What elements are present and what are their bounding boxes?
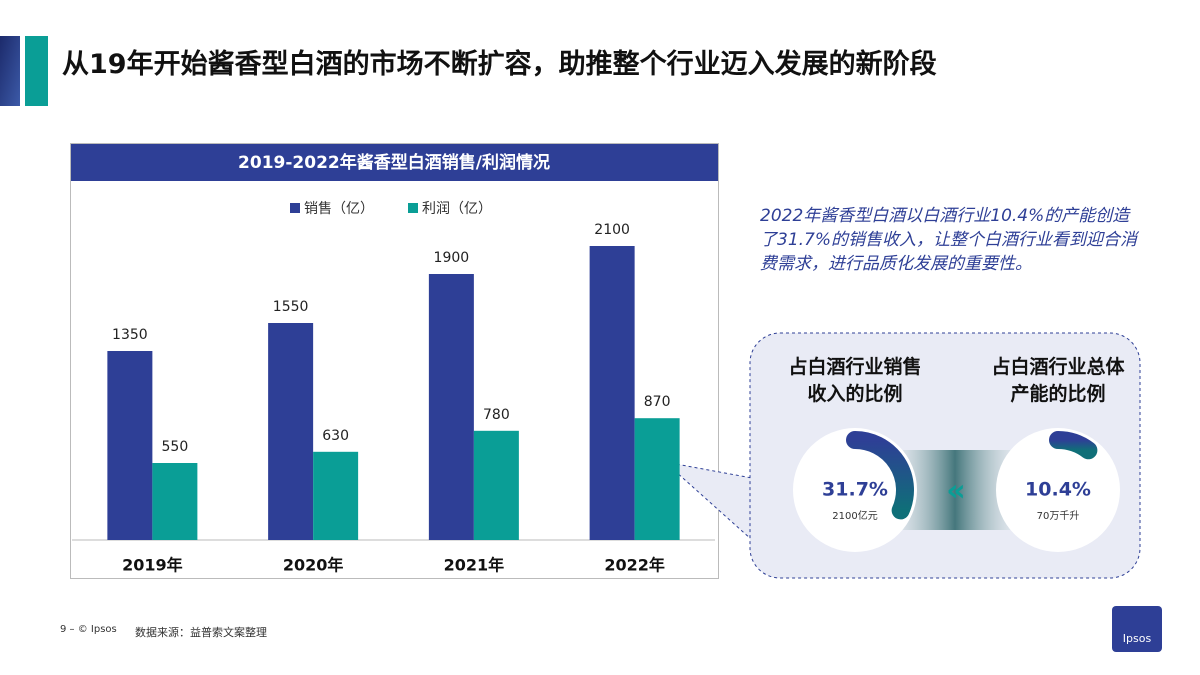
chevrons: « — [946, 474, 965, 509]
x-tick-label: 2022年 — [604, 556, 665, 575]
data-label: 2100 — [594, 222, 630, 238]
x-tick-label: 2021年 — [444, 556, 505, 575]
bar — [268, 323, 314, 540]
bar — [152, 463, 198, 540]
legend-label: 利润（亿） — [422, 201, 492, 217]
note: 2022年酱香型白酒以白酒行业10.4%的产能创造了31.7%的销售收入，让整个… — [760, 206, 1138, 274]
data-label: 1900 — [434, 250, 470, 266]
title-deco — [25, 36, 48, 106]
bar — [107, 351, 153, 540]
source: 数据来源：益普索文案整理 — [135, 626, 267, 639]
data-label: 870 — [644, 394, 671, 410]
legend-label: 销售（亿） — [304, 201, 374, 217]
title-deco — [0, 36, 20, 106]
callout-pointer — [663, 461, 753, 542]
data-label: 550 — [162, 439, 189, 455]
data-label: 780 — [483, 407, 510, 423]
page-title: 从19年开始酱香型白酒的市场不断扩容，助推整个行业迈入发展的新阶段 — [62, 49, 937, 80]
page-number: 9 – © Ipsos — [60, 624, 117, 635]
logo: Ipsos — [1122, 632, 1152, 645]
legend-swatch — [290, 203, 300, 213]
gauge-arc — [846, 431, 914, 520]
bar — [634, 418, 680, 540]
logo-box — [1112, 606, 1162, 652]
data-label: 1550 — [273, 299, 309, 315]
legend-swatch — [408, 203, 418, 213]
bar — [473, 430, 519, 540]
gauge-value: 31.7% — [822, 479, 888, 501]
bar — [428, 274, 474, 540]
bar — [313, 451, 359, 540]
x-tick-label: 2019年 — [122, 556, 183, 575]
bar — [589, 246, 635, 540]
chart-header — [71, 144, 718, 181]
gauge-label: 占白酒行业总体产能的比例 — [991, 356, 1125, 405]
chart-title: 2019-2022年酱香型白酒销售/利润情况 — [238, 152, 550, 173]
gauge-sub: 70万千升 — [1037, 510, 1080, 522]
data-label: 630 — [322, 428, 349, 444]
gauge-arc — [1049, 431, 1098, 460]
gauge-value: 10.4% — [1025, 479, 1091, 501]
data-label: 1350 — [112, 327, 148, 343]
x-tick-label: 2020年 — [283, 556, 344, 575]
gauge-sub: 2100亿元 — [832, 509, 877, 522]
beam — [880, 450, 1030, 530]
gauge-label: 占白酒行业销售收入的比例 — [788, 356, 922, 405]
